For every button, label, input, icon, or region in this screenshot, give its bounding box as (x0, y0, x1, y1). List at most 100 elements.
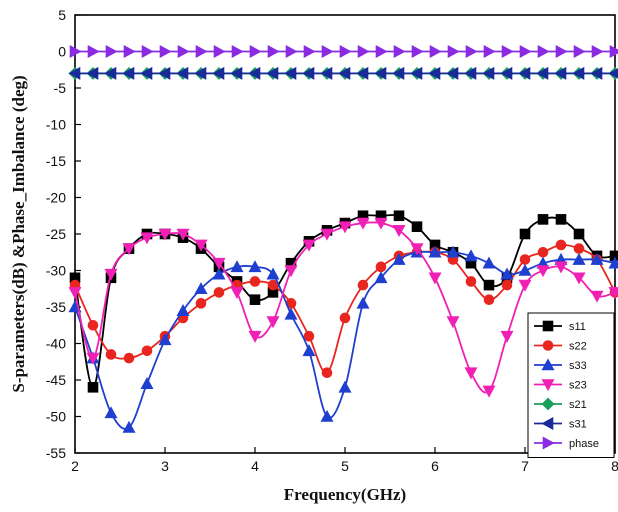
data-point-s31 (536, 66, 549, 80)
data-point-s31 (230, 66, 243, 80)
data-point-s31 (248, 66, 261, 80)
series-s33 (68, 245, 618, 433)
data-point-phase (177, 44, 190, 59)
data-point-s23 (104, 268, 118, 281)
data-point-s23 (464, 367, 478, 380)
data-point-s22 (483, 294, 495, 306)
legend-label-s11: s11 (569, 321, 586, 333)
y-tick-label: -5 (54, 80, 67, 96)
data-point-s23 (428, 272, 442, 285)
data-point-phase (87, 44, 100, 59)
data-point-s31 (500, 66, 513, 80)
data-point-phase (465, 44, 478, 59)
data-point-s31 (428, 66, 441, 80)
data-point-s31 (464, 66, 477, 80)
data-point-s22 (555, 239, 567, 251)
x-tick-label: 8 (611, 458, 618, 474)
data-point-s23 (284, 265, 298, 278)
data-point-s33 (428, 245, 442, 258)
x-tick-label: 6 (431, 458, 439, 474)
x-axis-title: Frequency(GHz) (284, 485, 406, 504)
data-point-s22 (303, 330, 315, 342)
data-point-phase (411, 44, 424, 59)
data-point-s33 (374, 271, 388, 284)
data-point-s31 (356, 66, 369, 80)
data-point-s31 (446, 66, 459, 80)
data-point-phase (393, 44, 406, 59)
y-axis-title: S-parameters(dB) &Phase_Imbalance (deg) (9, 75, 28, 392)
x-tick-label: 5 (341, 458, 349, 474)
data-point-s23 (590, 290, 604, 303)
data-point-s23 (446, 316, 460, 329)
data-point-s23 (212, 257, 226, 270)
data-point-s23 (248, 330, 262, 343)
data-point-s22 (105, 349, 117, 360)
data-point-s22 (141, 345, 153, 357)
y-tick-label: -50 (46, 409, 66, 425)
data-point-phase (483, 44, 496, 59)
data-point-s31 (212, 66, 225, 80)
legend-label-s21: s21 (569, 399, 587, 411)
legend-marker-s21 (541, 397, 555, 411)
data-point-s23 (302, 239, 316, 252)
y-tick-label: -35 (46, 299, 66, 315)
y-tick-label: -30 (46, 263, 66, 279)
data-point-phase (573, 44, 586, 59)
data-point-s31 (302, 66, 315, 80)
data-point-phase (357, 44, 370, 59)
data-point-s22 (321, 367, 333, 379)
data-point-s33 (590, 252, 604, 265)
data-point-phase (321, 44, 334, 59)
data-point-s23 (500, 330, 514, 343)
data-point-phase (213, 44, 226, 59)
data-point-s31 (392, 66, 405, 80)
data-point-s11 (483, 279, 495, 291)
data-point-s33 (482, 256, 496, 269)
data-point-s31 (482, 66, 495, 80)
data-point-phase (591, 44, 604, 59)
y-tick-label: 0 (58, 44, 66, 60)
data-point-phase (141, 44, 154, 59)
data-point-s22 (87, 319, 99, 331)
data-point-s33 (230, 260, 244, 273)
data-point-s31 (338, 66, 351, 80)
data-point-s33 (320, 409, 334, 422)
data-point-s31 (122, 66, 135, 80)
data-point-s23 (320, 228, 334, 241)
data-point-s31 (374, 66, 387, 80)
x-tick-label: 3 (161, 458, 169, 474)
data-point-s31 (140, 66, 153, 80)
data-point-phase (501, 44, 514, 59)
data-point-s33 (356, 296, 370, 309)
data-point-phase (429, 44, 442, 59)
data-point-s33 (338, 380, 352, 393)
data-point-s31 (572, 66, 585, 80)
series-phase (69, 44, 618, 59)
legend-label-s33: s33 (569, 360, 587, 372)
data-point-s31 (68, 66, 81, 80)
y-tick-label: -15 (46, 153, 66, 169)
series-s23 (68, 217, 618, 398)
x-tick-label: 2 (71, 458, 79, 474)
data-point-s33 (158, 333, 172, 346)
data-point-s31 (194, 66, 207, 80)
series-layer (68, 44, 618, 433)
y-tick-label: -45 (46, 372, 66, 388)
data-point-s11 (393, 210, 405, 222)
data-point-s23 (140, 232, 154, 245)
data-point-phase (69, 44, 82, 59)
data-point-s33 (500, 267, 514, 280)
data-point-s22 (123, 352, 135, 364)
data-point-s23 (410, 243, 424, 256)
y-tick-label: -25 (46, 226, 66, 242)
data-point-s11 (573, 228, 585, 240)
data-point-s23 (194, 239, 208, 252)
data-point-s33 (194, 282, 208, 295)
data-point-s31 (320, 66, 333, 80)
data-point-s23 (230, 287, 244, 300)
data-point-s33 (572, 252, 586, 265)
data-point-phase (231, 44, 244, 59)
data-point-s33 (104, 406, 118, 419)
data-point-s33 (464, 249, 478, 262)
